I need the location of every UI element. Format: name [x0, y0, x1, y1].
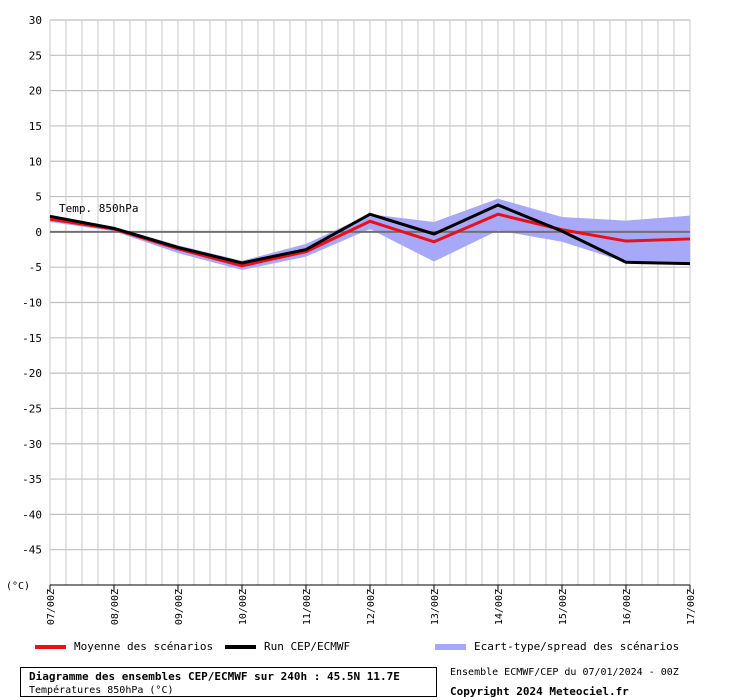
legend-label-run: Run CEP/ECMWF	[264, 640, 351, 653]
x-tick-label: 13/00Z	[430, 589, 441, 625]
legend-swatch-spread	[435, 643, 466, 650]
y-tick-label: 5	[35, 191, 42, 204]
y-tick-label: 20	[29, 85, 42, 98]
legend-item-mean: Moyenne des scénarios	[35, 640, 213, 653]
legend-swatch-mean	[35, 644, 66, 649]
footer-title-box: Diagramme des ensembles CEP/ECMWF sur 24…	[20, 667, 437, 697]
temp-850hpa-annotation: Temp. 850hPa	[59, 202, 138, 215]
x-tick-label: 15/00Z	[558, 589, 569, 625]
grid	[49, 19, 691, 585]
y-tick-label: -10	[22, 297, 42, 310]
y-tick-label: 10	[29, 155, 42, 168]
x-tick-label: 07/00Z	[46, 589, 57, 625]
x-tick-label: 08/00Z	[110, 589, 121, 625]
y-tick-label: 30	[29, 14, 42, 27]
run-line	[49, 203, 691, 266]
ensemble-chart: 30 25 20 15 10 5 0 -5 -10 -15 -20 -25 -30 -35 -40 -45 07…	[6, 14, 697, 625]
axes: 30 25 20 15 10 5 0 -5 -10 -15 -20 -25 -30 -35 -40 -45 07…	[22, 14, 697, 625]
y-tick-label: -40	[22, 508, 42, 521]
y-tick-label: 15	[29, 120, 42, 133]
x-tick-label: 16/00Z	[622, 589, 633, 625]
legend-item-spread: Ecart-type/spread des scénarios	[435, 640, 679, 653]
footer-subtitle: Températures 850hPa (°C)	[29, 685, 174, 696]
x-tick-label: 10/00Z	[238, 589, 249, 625]
legend-item-run: Run CEP/ECMWF	[225, 640, 350, 653]
footer-title: Diagramme des ensembles CEP/ECMWF sur 24…	[29, 670, 400, 683]
y-axis-unit-label: (°C)	[6, 581, 30, 592]
x-tick-label: 12/00Z	[366, 589, 377, 625]
y-tick-label: 25	[29, 49, 42, 62]
x-tick-label: 17/00Z	[686, 589, 697, 625]
x-tick-label: 09/00Z	[174, 589, 185, 625]
legend-swatch-run	[225, 644, 256, 649]
footer-run-info: Ensemble ECMWF/CEP du 07/01/2024 - 00Z	[450, 667, 679, 678]
y-tick-label: -45	[22, 544, 42, 557]
legend-label-spread: Ecart-type/spread des scénarios	[474, 640, 680, 653]
y-tick-label: -15	[22, 332, 42, 345]
y-tick-label: -20	[22, 367, 42, 380]
x-tick-label: 11/00Z	[302, 589, 313, 625]
y-tick-label: -25	[22, 402, 42, 415]
y-tick-label: -5	[29, 261, 42, 274]
y-tick-label: -35	[22, 473, 42, 486]
legend-label-mean: Moyenne des scénarios	[74, 640, 214, 653]
x-tick-label: 14/00Z	[494, 589, 505, 625]
series-lines	[49, 203, 691, 268]
y-tick-label: 0	[35, 226, 42, 239]
footer-copyright: Copyright 2024 Meteociel.fr	[450, 685, 629, 698]
y-tick-label: -30	[22, 438, 42, 451]
